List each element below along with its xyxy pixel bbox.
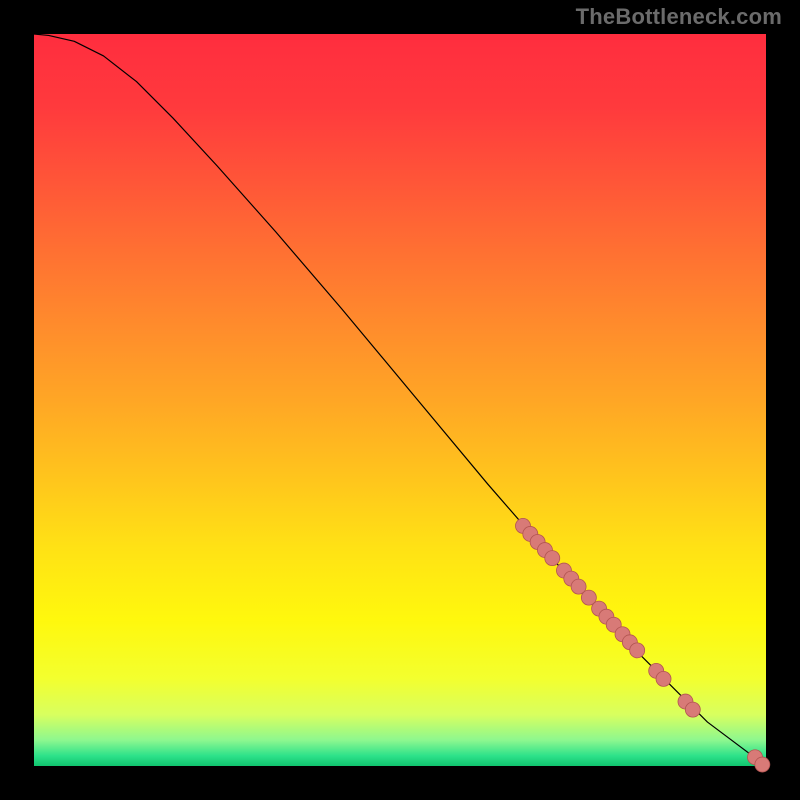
scatter-point bbox=[755, 757, 770, 772]
scatter-point bbox=[545, 551, 560, 566]
scatter-point bbox=[630, 643, 645, 658]
scatter-point bbox=[685, 702, 700, 717]
plot-background bbox=[34, 34, 766, 766]
chart-container: TheBottleneck.com bbox=[0, 0, 800, 800]
watermark-label: TheBottleneck.com bbox=[576, 4, 782, 30]
scatter-point bbox=[656, 671, 671, 686]
bottleneck-chart bbox=[0, 0, 800, 800]
